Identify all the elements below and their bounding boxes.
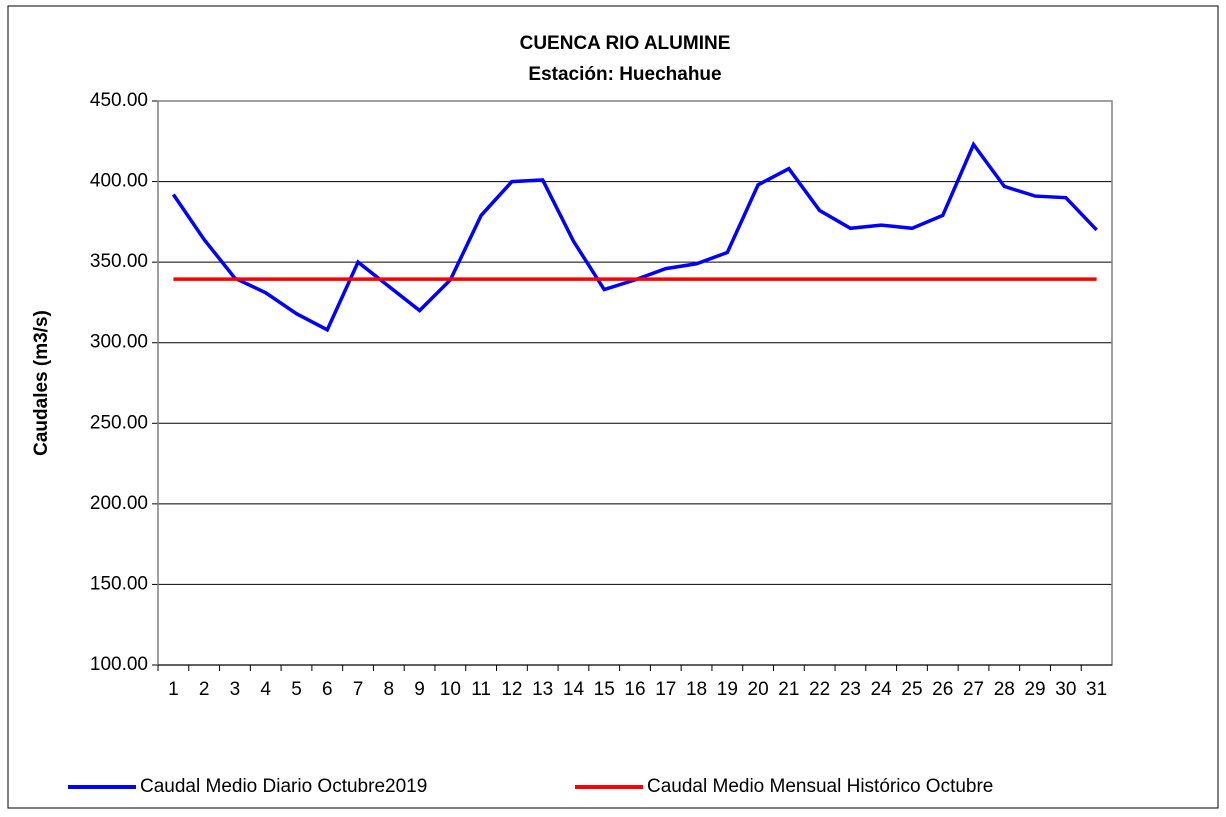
y-tick-label: 150.00 — [90, 573, 148, 594]
y-tick-label: 100.00 — [90, 654, 148, 675]
x-tick-label: 26 — [932, 679, 953, 700]
x-tick-label: 10 — [440, 679, 461, 700]
chart-frame — [7, 5, 1219, 809]
x-tick-label: 30 — [1055, 679, 1076, 700]
x-tick-label: 13 — [532, 679, 553, 700]
chart-title: CUENCA RIO ALUMINE — [520, 33, 731, 54]
x-tick-label: 4 — [260, 679, 271, 700]
y-tick-label: 250.00 — [90, 412, 148, 433]
x-tick-label: 27 — [963, 679, 984, 700]
x-tick-label: 25 — [901, 679, 922, 700]
x-tick-label: 24 — [871, 679, 893, 700]
x-tick-label: 7 — [353, 679, 364, 700]
x-tick-label: 20 — [748, 679, 769, 700]
x-tick-label: 1 — [168, 679, 179, 700]
y-axis-label: Caudales (m3/s) — [31, 310, 52, 456]
y-tick-label: 350.00 — [90, 251, 148, 272]
x-tick-label: 28 — [994, 679, 1015, 700]
x-tick-label: 15 — [594, 679, 615, 700]
x-tick-label: 29 — [1024, 679, 1045, 700]
x-tick-label: 11 — [471, 679, 491, 700]
legend-label: Caudal Medio Mensual Histórico Octubre — [647, 776, 993, 797]
x-tick-label: 23 — [840, 679, 861, 700]
x-tick-label: 31 — [1086, 679, 1107, 700]
legend-label: Caudal Medio Diario Octubre2019 — [140, 776, 427, 797]
y-tick-label: 400.00 — [90, 171, 148, 192]
x-tick-label: 14 — [563, 679, 585, 700]
x-tick-label: 3 — [230, 679, 241, 700]
x-tick-label: 12 — [501, 679, 522, 700]
x-tick-label: 18 — [686, 679, 707, 700]
y-tick-label: 300.00 — [90, 332, 148, 353]
x-tick-label: 19 — [717, 679, 738, 700]
x-tick-label: 22 — [809, 679, 830, 700]
x-tick-label: 9 — [414, 679, 425, 700]
x-tick-label: 17 — [655, 679, 676, 700]
x-tick-label: 5 — [291, 679, 302, 700]
x-tick-label: 21 — [778, 679, 799, 700]
y-tick-label: 200.00 — [90, 493, 148, 514]
x-tick-label: 2 — [199, 679, 210, 700]
x-tick-label: 8 — [384, 679, 395, 700]
y-tick-label: 450.00 — [90, 90, 148, 111]
x-tick-label: 16 — [624, 679, 645, 700]
chart-subtitle: Estación: Huechahue — [528, 64, 721, 85]
x-tick-label: 6 — [322, 679, 333, 700]
